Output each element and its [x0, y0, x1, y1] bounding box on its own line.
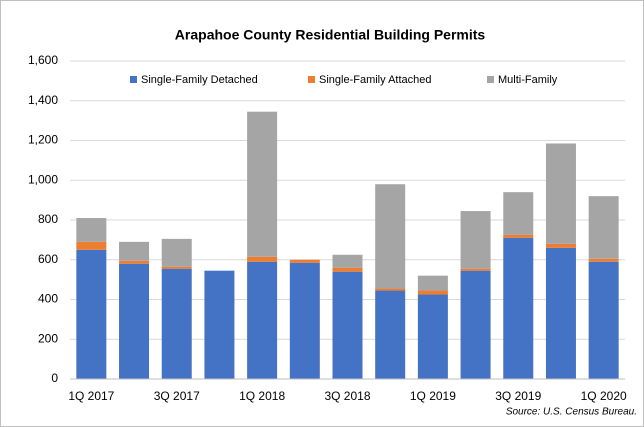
x-tick-label: 3Q 2018	[324, 389, 370, 403]
x-tick-label: 1Q 2018	[239, 389, 285, 403]
bar-segment	[332, 267, 363, 272]
y-tick-label: 1,200	[28, 133, 58, 147]
bar-segment	[588, 261, 619, 379]
bar-segment	[375, 288, 406, 291]
legend-label: Single-Family Attached	[319, 74, 432, 86]
bar-segment	[204, 270, 235, 379]
bar-segment	[588, 196, 619, 259]
chart-title: Arapahoe County Residential Building Per…	[175, 27, 486, 43]
bar-segment	[247, 256, 278, 262]
y-tick-label: 1,000	[28, 172, 58, 186]
bar-segment	[247, 111, 278, 257]
bar-segment	[460, 270, 491, 379]
bar-segment	[289, 259, 320, 263]
x-tick-label: 1Q 2017	[68, 389, 114, 403]
bar-segment	[76, 241, 107, 250]
bar-segment	[289, 262, 320, 379]
bar-segment	[545, 247, 576, 379]
bar-segment	[76, 218, 107, 242]
bar-segment	[332, 254, 363, 268]
bar-segment	[417, 275, 448, 291]
bar-segment	[417, 290, 448, 295]
bar-segment	[119, 260, 150, 264]
legend-swatch	[130, 76, 137, 83]
bar-segment	[460, 211, 491, 269]
bar-segment	[119, 263, 150, 379]
x-tick-label: 3Q 2019	[495, 389, 541, 403]
bar-segment	[332, 271, 363, 379]
bar-segment	[588, 258, 619, 262]
bar-segment	[76, 249, 107, 379]
bar-segment	[503, 234, 534, 238]
y-tick-label: 800	[38, 212, 58, 226]
bar-segment	[460, 268, 491, 271]
bar-segment	[545, 143, 576, 244]
source-note: Source: U.S. Census Bureau.	[506, 407, 637, 418]
bar-segment	[375, 290, 406, 379]
legend-label: Multi-Family	[498, 74, 558, 86]
bar-segment	[545, 243, 576, 248]
bar-segment	[417, 294, 448, 379]
bar-segment	[161, 266, 192, 269]
bar-segment	[119, 241, 150, 261]
x-tick-label: 1Q 2020	[581, 389, 627, 403]
bar-segment	[247, 261, 278, 379]
bar-segment	[161, 238, 192, 267]
bar-segment	[503, 237, 534, 379]
legend-swatch	[308, 76, 315, 83]
x-tick-label: 1Q 2019	[410, 389, 456, 403]
bar-segment	[375, 184, 406, 289]
y-tick-label: 200	[38, 331, 58, 345]
bar-segment	[161, 268, 192, 379]
y-tick-label: 400	[38, 292, 58, 306]
bar-segment	[503, 192, 534, 235]
y-tick-label: 0	[51, 371, 58, 385]
y-tick-label: 1,400	[28, 93, 58, 107]
legend-swatch	[487, 76, 494, 83]
legend-label: Single-Family Detached	[141, 74, 258, 86]
y-tick-label: 1,600	[28, 53, 58, 67]
y-tick-label: 600	[38, 252, 58, 266]
x-tick-label: 3Q 2017	[154, 389, 200, 403]
